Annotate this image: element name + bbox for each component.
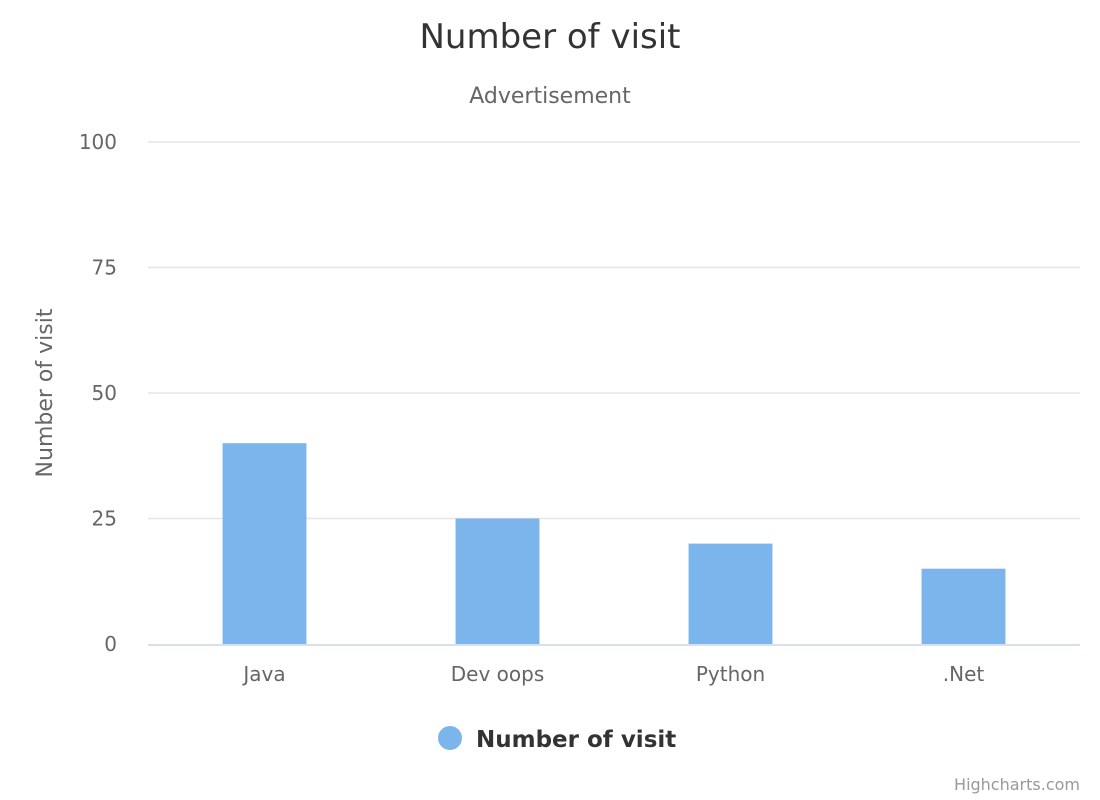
y-axis-ticks: 0 25 50 75 100 (79, 130, 117, 656)
bar[interactable] (688, 543, 773, 644)
legend[interactable]: Number of visit (438, 726, 676, 753)
y-tick-label: 75 (92, 256, 117, 280)
legend-symbol[interactable] (438, 726, 462, 750)
bars (222, 443, 1006, 645)
y-tick-label: 100 (79, 130, 117, 154)
chart-title: Number of visit (419, 17, 680, 57)
chart-subtitle: Advertisement (469, 84, 631, 109)
gridlines (148, 141, 1080, 520)
y-tick-label: 50 (92, 381, 117, 405)
x-tick-label: Python (696, 662, 765, 686)
y-tick-label: 0 (104, 632, 117, 656)
bar[interactable] (455, 518, 540, 645)
legend-label[interactable]: Number of visit (476, 727, 676, 753)
y-axis-title: Number of visit (33, 308, 58, 477)
credits-link[interactable]: Highcharts.com (954, 775, 1080, 794)
x-tick-label: Java (241, 662, 285, 686)
bar[interactable] (921, 568, 1006, 644)
bar[interactable] (222, 443, 307, 644)
x-axis-ticks: Java Dev oops Python .Net (241, 662, 984, 686)
x-tick-label: Dev oops (451, 662, 545, 686)
y-tick-label: 25 (92, 507, 117, 531)
x-tick-label: .Net (943, 662, 985, 686)
